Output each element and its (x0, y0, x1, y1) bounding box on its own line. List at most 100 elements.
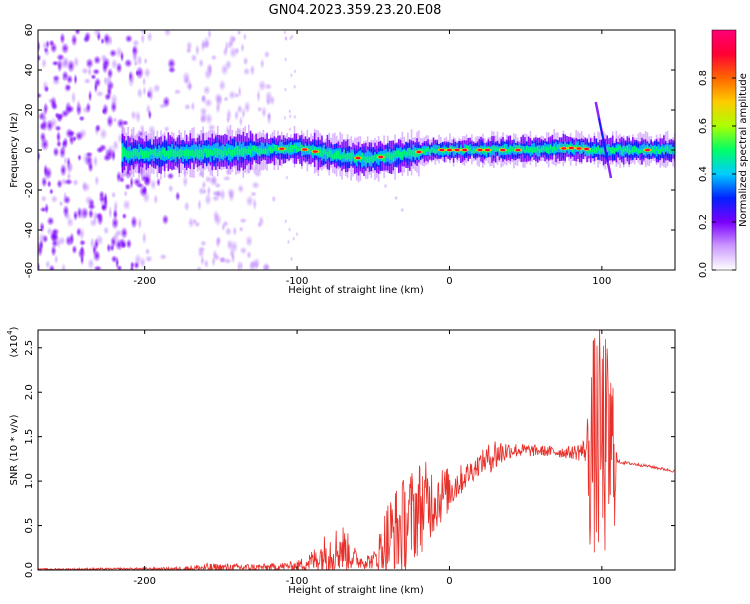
noise-blob (202, 84, 211, 96)
band-segment (376, 154, 378, 164)
band-segment (472, 148, 475, 154)
noise-blob (117, 132, 123, 145)
band-segment (156, 152, 159, 159)
snr-x-tick-label: -100 (286, 576, 309, 587)
noise-blob (193, 220, 201, 228)
noise-blob (131, 49, 138, 63)
noise-blob (224, 226, 233, 237)
band-segment (657, 144, 660, 154)
band-segment (226, 150, 228, 157)
noise-blob (187, 216, 195, 229)
band-segment (425, 147, 427, 152)
band-segment (136, 148, 139, 157)
noise-blob (133, 261, 140, 270)
band-segment (346, 153, 349, 160)
band-segment (264, 148, 267, 155)
band-segment (344, 154, 347, 160)
noise-blob (243, 100, 251, 114)
band-segment (328, 150, 331, 158)
band-segment (432, 148, 435, 153)
band-segment (125, 150, 128, 158)
band-segment (204, 147, 206, 154)
band-segment (251, 145, 254, 158)
noise-blob (99, 127, 108, 141)
noise-blob (63, 178, 73, 186)
noise-blob (49, 116, 58, 130)
band-segment (198, 148, 201, 159)
band-segment (310, 145, 312, 152)
band-segment (251, 146, 254, 151)
band-segment (151, 149, 153, 155)
noise-blob (146, 31, 153, 43)
noise-blob (234, 46, 240, 55)
noise-blob (163, 30, 172, 38)
noise-blob (55, 130, 62, 144)
band-segment (429, 149, 431, 154)
noise-blob (158, 102, 167, 110)
noise-blob (92, 250, 101, 263)
band-segment (255, 146, 257, 153)
band-segment (176, 151, 179, 157)
noise-blob (40, 57, 48, 69)
noise-blob (71, 244, 78, 255)
noise-blob (261, 105, 267, 119)
noise-blob (221, 222, 226, 232)
noise-blob (105, 148, 115, 161)
band-segment (222, 150, 224, 157)
band-segment (491, 147, 493, 155)
noise-blob (215, 100, 221, 115)
band-segment (611, 147, 614, 154)
band-segment (608, 147, 610, 151)
band-segment (655, 146, 658, 157)
noise-blob (82, 152, 91, 166)
hotspot-red (584, 147, 590, 151)
noise-blob (252, 197, 258, 211)
snr-x-ticks: -200 -100 0 100 (133, 330, 611, 587)
noise-blob (173, 88, 182, 95)
noise-blob (204, 112, 214, 126)
noise-blob (293, 114, 297, 120)
noise-blob (38, 40, 41, 53)
band-segment (262, 149, 265, 154)
snr-multiplier-base: (x10 (9, 335, 20, 358)
band-segment (467, 146, 470, 151)
snr-multiplier-exp: 4 (6, 330, 14, 335)
band-segment (286, 144, 288, 152)
band-segment (339, 154, 342, 160)
noise-blob (224, 40, 229, 53)
noise-blob (43, 47, 51, 57)
noise-blob (183, 103, 192, 111)
band-segment (386, 152, 389, 158)
band-segment (474, 149, 477, 154)
noise-blob (96, 146, 104, 154)
noise-blob (106, 242, 112, 254)
band-segment (269, 146, 272, 154)
noise-blob (130, 215, 138, 229)
hotspot-red (454, 148, 460, 152)
noise-blob (252, 257, 261, 268)
band-segment (266, 142, 268, 156)
noise-blob (293, 68, 297, 74)
noise-blob (40, 194, 48, 203)
noise-blob (259, 58, 265, 70)
noise-blob (226, 187, 236, 199)
noise-blob (112, 139, 120, 152)
spectrogram-y-ticks: -60 -40 -20 0 20 40 60 (24, 24, 675, 278)
band-segment (496, 147, 499, 152)
noise-blob (142, 85, 147, 97)
band-segment (376, 153, 378, 159)
snr-frame (37, 329, 676, 571)
noise-blob (72, 209, 79, 222)
band-segment (504, 145, 506, 152)
noise-blob (62, 204, 70, 218)
band-segment (670, 147, 673, 154)
noise-blob (44, 202, 50, 215)
band-segment (493, 145, 495, 151)
band-segment (249, 149, 252, 156)
noise-blob (124, 183, 132, 191)
hotspot-red (355, 156, 361, 160)
noise-blob (213, 253, 221, 262)
band-segment (191, 149, 193, 157)
band-segment (183, 150, 186, 157)
band-segment (438, 145, 440, 152)
